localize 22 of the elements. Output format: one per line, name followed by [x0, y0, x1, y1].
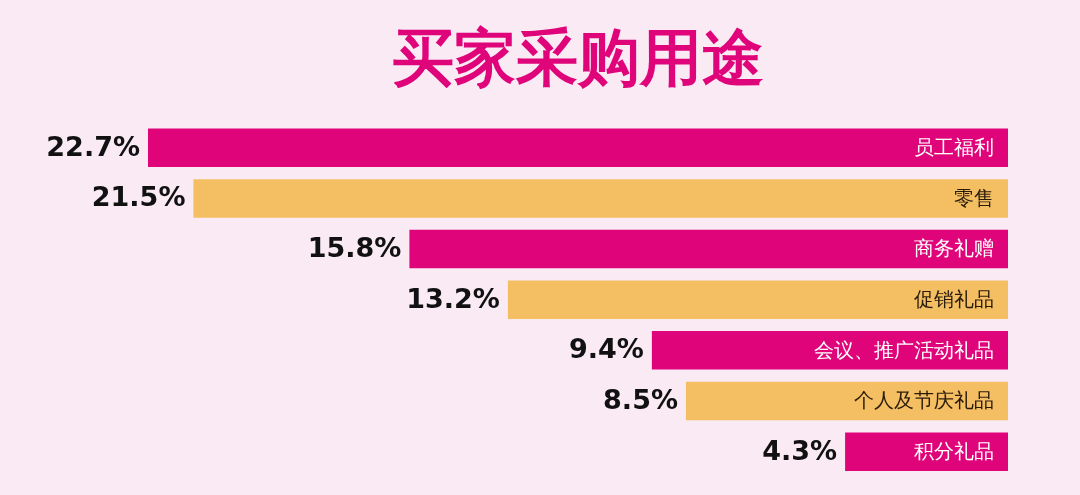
bar: [651, 331, 1008, 370]
data-label: 8.5%: [603, 384, 678, 416]
data-label: 22.7%: [46, 130, 140, 162]
bar: [685, 381, 1008, 421]
data-label: 9.4%: [568, 333, 644, 365]
y-tick-label: 促销礼品: [914, 286, 994, 311]
bar: [507, 280, 1008, 319]
y-tick-label: 积分礼品: [914, 438, 994, 463]
bar: [845, 432, 1008, 471]
data-label: 15.8%: [307, 232, 402, 264]
y-tick-label: 员工福利: [914, 134, 994, 159]
y-tick-label: 商务礼赠: [914, 236, 994, 261]
y-tick-label: 个人及节庆礼品: [854, 388, 994, 413]
y-tick-label: 零售: [954, 185, 994, 210]
bar: [148, 128, 1008, 167]
y-tick-label: 会议、推广活动礼品: [814, 337, 994, 362]
data-label: 4.3%: [762, 434, 838, 466]
bar: [193, 179, 1008, 218]
data-label: 21.5%: [91, 181, 186, 213]
bar: [409, 229, 1008, 269]
chart-title: 买家采购用途: [392, 21, 764, 95]
data-label: 13.2%: [406, 282, 500, 314]
